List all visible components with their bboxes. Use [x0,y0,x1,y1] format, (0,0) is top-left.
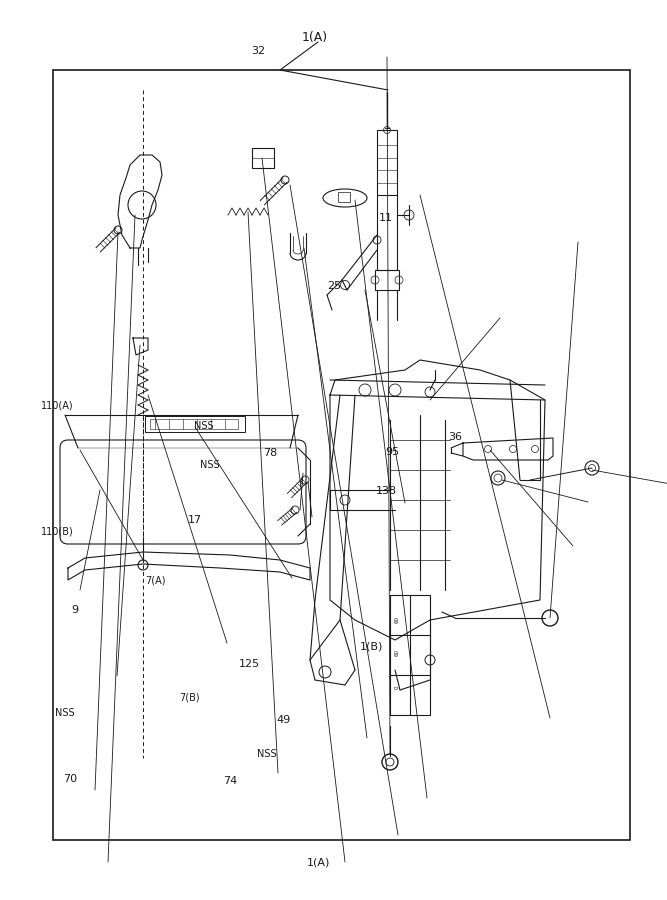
Bar [53,70,630,840]
Text: 125: 125 [239,659,260,670]
Text: 36: 36 [448,432,462,443]
Text: 70: 70 [63,773,77,784]
Text: 11: 11 [379,212,393,223]
Text: 74: 74 [223,776,237,787]
Text: NSS: NSS [194,420,213,431]
Text: 110(B): 110(B) [41,526,74,536]
Text: 110(A): 110(A) [41,400,74,410]
Text: 32: 32 [251,46,265,57]
Bar [338,192,350,202]
Text: NSS: NSS [257,749,276,760]
Text: 17: 17 [188,515,202,526]
Text: NSS: NSS [55,707,74,718]
Text: 78: 78 [263,447,277,458]
Text: 7(B): 7(B) [179,692,199,703]
Bar [145,416,245,432]
Text: 7(A): 7(A) [145,575,166,586]
Text: 0: 0 [395,686,400,689]
Text: 1(B): 1(B) [360,641,384,652]
FancyBboxPatch shape [60,440,306,544]
Text: 49: 49 [277,715,291,725]
Text: 1(A): 1(A) [302,32,328,44]
Bar [377,130,397,195]
Text: 138: 138 [376,486,397,497]
Bar [252,148,274,168]
Text: 1(A): 1(A) [307,857,330,868]
Text: 60: 60 [395,649,400,656]
Text: 25: 25 [327,281,341,292]
Text: 95: 95 [386,446,400,457]
Text: 9: 9 [71,605,79,616]
Bar [375,270,399,290]
Text: NSS: NSS [200,460,219,471]
Text: 60: 60 [395,616,400,623]
Bar [150,419,238,429]
